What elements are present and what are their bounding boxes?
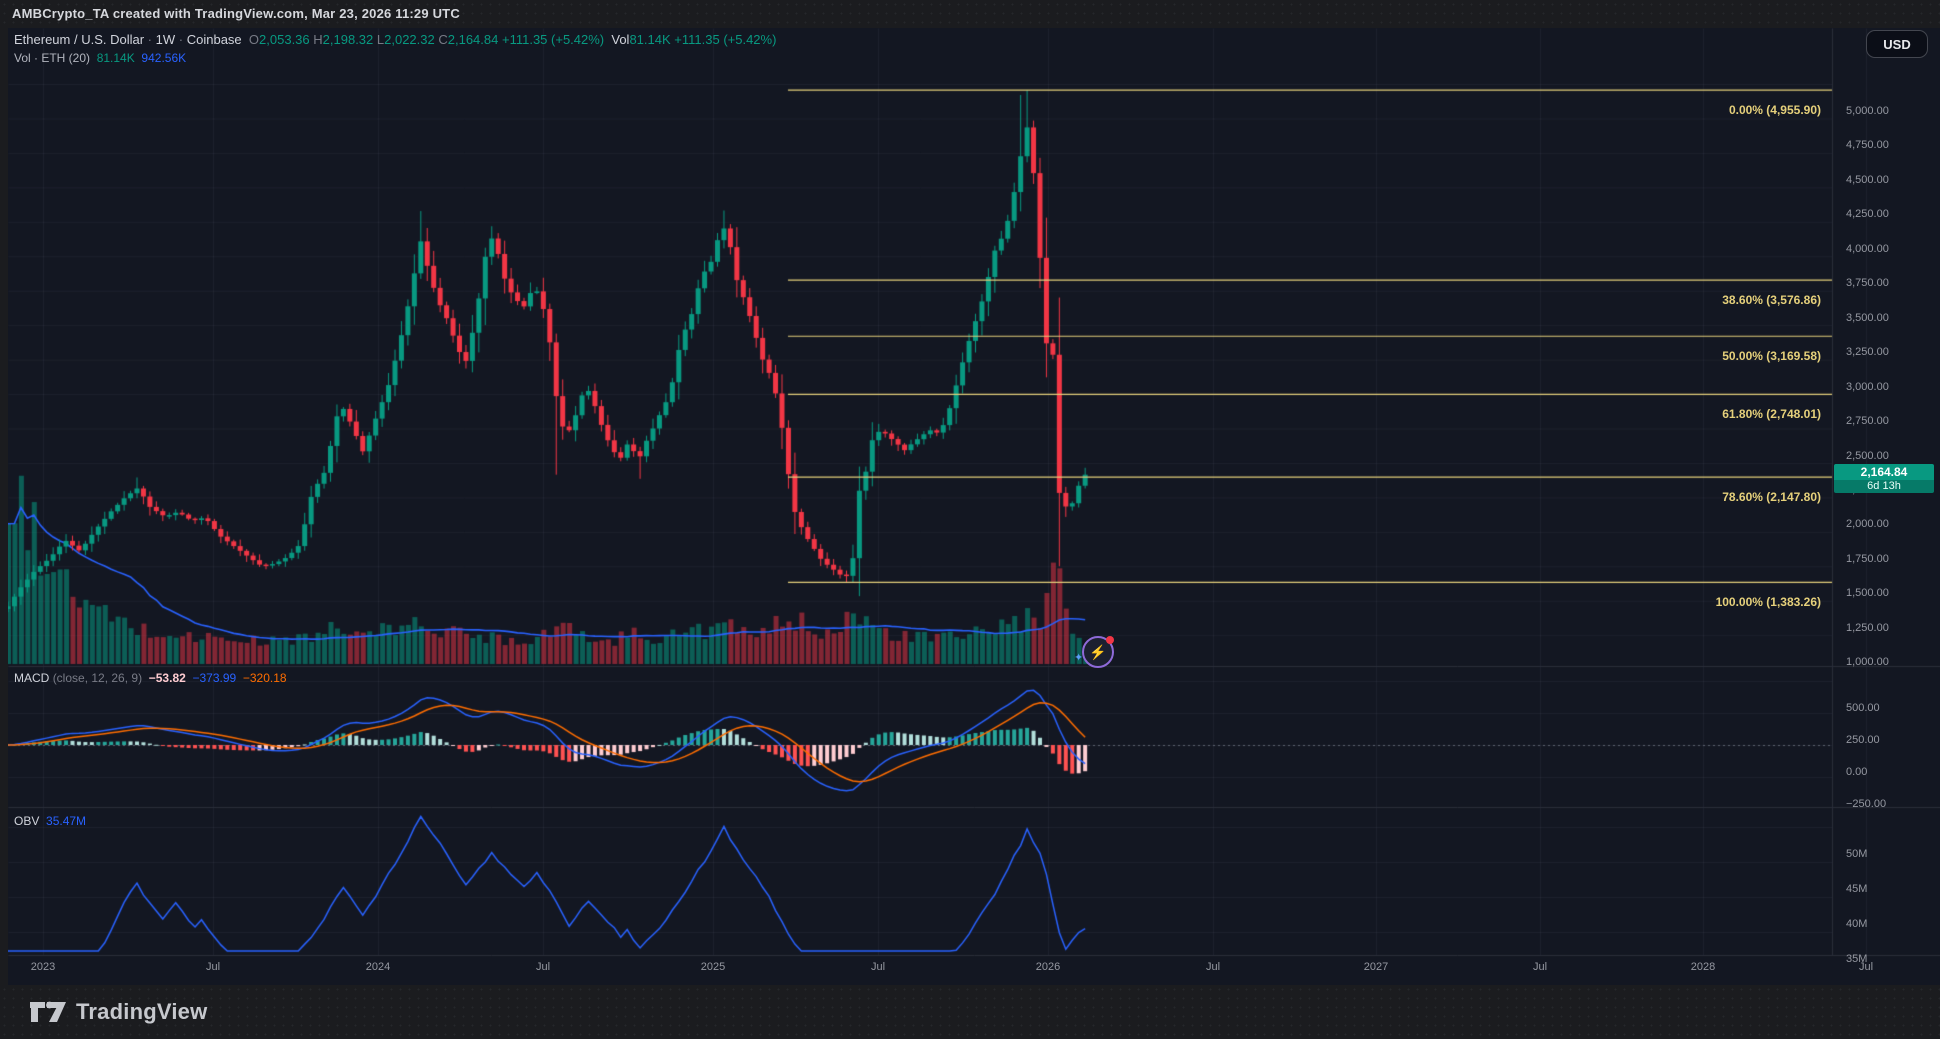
bar-countdown: 6d 13h bbox=[1834, 480, 1934, 493]
interval-label[interactable]: 1W bbox=[155, 32, 176, 47]
currency-usd-button[interactable]: USD bbox=[1866, 30, 1928, 58]
high-letter: H bbox=[313, 32, 323, 47]
obv-legend[interactable]: OBV 35.47M bbox=[14, 814, 86, 828]
open-letter: O bbox=[248, 32, 260, 47]
change-value: +111.35 (+5.42%) bbox=[501, 32, 605, 47]
separator-dot: · bbox=[147, 32, 153, 47]
fib-level-label: 100.00% (1,383.26) bbox=[1715, 595, 1821, 610]
obv-tick: 50M bbox=[1846, 848, 1868, 860]
price-tick: 2,750.00 bbox=[1846, 415, 1889, 428]
symbol-ohlc-row[interactable]: Ethereum / U.S. Dollar · 1W · Coinbase O… bbox=[14, 32, 776, 47]
vol-change-value: +111.35 (+5.42%) bbox=[674, 32, 777, 47]
time-tick: 2023 bbox=[30, 961, 56, 973]
obv-tick: 35M bbox=[1846, 953, 1868, 965]
bottom-bar: TradingView bbox=[0, 985, 1940, 1039]
fib-level-label: 50.00% (3,169.58) bbox=[1722, 349, 1821, 364]
time-tick: Jul bbox=[1858, 961, 1874, 973]
obv-tick: 45M bbox=[1846, 883, 1868, 895]
price-tick: 1,750.00 bbox=[1846, 552, 1889, 565]
close-value: 2,164.84 bbox=[447, 32, 499, 47]
volume-ma-value: 942.56K bbox=[141, 51, 187, 65]
time-tick: Jul bbox=[870, 961, 886, 973]
boost-lightning-icon[interactable]: ⚡ ✦ bbox=[1074, 636, 1114, 668]
notification-dot bbox=[1106, 636, 1114, 644]
fib-level-label: 61.80% (2,748.01) bbox=[1722, 407, 1821, 422]
macd-legend[interactable]: MACD (close, 12, 26, 9) −53.82 −373.99 −… bbox=[14, 671, 287, 685]
macd-line-value: −373.99 bbox=[192, 671, 237, 685]
price-tick: 3,750.00 bbox=[1846, 277, 1889, 290]
vol-letter: Vol bbox=[611, 32, 630, 47]
sparkle-icon: ✦ bbox=[1074, 652, 1084, 664]
chart-canvas[interactable] bbox=[8, 28, 1940, 985]
watermark-text: AMBCrypto_TA created with TradingView.co… bbox=[12, 6, 460, 21]
price-tick: 2,000.00 bbox=[1846, 518, 1889, 531]
time-tick: Jul bbox=[1532, 961, 1548, 973]
macd-signal-value: −320.18 bbox=[242, 671, 287, 685]
price-tick: 4,250.00 bbox=[1846, 208, 1889, 221]
volume-indicator-title[interactable]: Vol · ETH (20) bbox=[14, 51, 91, 65]
price-tick: 3,500.00 bbox=[1846, 311, 1889, 324]
price-tick: 2,500.00 bbox=[1846, 449, 1889, 462]
time-tick: 2026 bbox=[1035, 961, 1061, 973]
fib-level-label: 38.60% (3,576.86) bbox=[1722, 293, 1821, 308]
top-strip: AMBCrypto_TA created with TradingView.co… bbox=[0, 0, 1940, 28]
fib-level-label: 78.60% (2,147.80) bbox=[1722, 490, 1821, 505]
time-tick: Jul bbox=[1205, 961, 1221, 973]
time-tick: 2027 bbox=[1363, 961, 1389, 973]
tradingview-logo[interactable]: TradingView bbox=[30, 999, 207, 1025]
time-tick: Jul bbox=[535, 961, 551, 973]
macd-tick: 250.00 bbox=[1846, 734, 1880, 746]
macd-tick: 0.00 bbox=[1846, 766, 1868, 778]
volume-current-value: 81.14K bbox=[96, 51, 135, 65]
low-value: 2,022.32 bbox=[384, 32, 435, 47]
macd-params: (close, 12, 26, 9) bbox=[52, 671, 143, 685]
chart-surface[interactable] bbox=[8, 28, 1940, 985]
open-value: 2,053.36 bbox=[259, 32, 310, 47]
price-tick: 4,750.00 bbox=[1846, 139, 1889, 152]
tradingview-mark-icon bbox=[30, 1001, 66, 1022]
price-tick: 1,500.00 bbox=[1846, 587, 1889, 600]
current-price-value: 2,164.84 bbox=[1834, 464, 1934, 480]
symbol-name[interactable]: Ethereum / U.S. Dollar bbox=[14, 32, 145, 47]
separator-dot: · bbox=[178, 32, 184, 47]
macd-tick: 500.00 bbox=[1846, 702, 1880, 714]
time-tick: Jul bbox=[205, 961, 221, 973]
price-tick: 4,000.00 bbox=[1846, 242, 1889, 255]
price-tick: 1,000.00 bbox=[1846, 656, 1889, 669]
time-tick: 2024 bbox=[365, 961, 391, 973]
high-value: 2,198.32 bbox=[322, 32, 374, 47]
tradingview-brand-text: TradingView bbox=[76, 999, 208, 1024]
obv-title[interactable]: OBV bbox=[14, 814, 40, 828]
obv-value: 35.47M bbox=[46, 814, 87, 828]
price-tick: 5,000.00 bbox=[1846, 105, 1889, 117]
macd-hist-value: −53.82 bbox=[148, 671, 186, 685]
exchange-label: Coinbase bbox=[186, 32, 242, 47]
price-tick: 3,000.00 bbox=[1846, 380, 1889, 393]
macd-title[interactable]: MACD bbox=[14, 671, 50, 685]
macd-tick: −250.00 bbox=[1846, 798, 1887, 810]
low-letter: L bbox=[376, 32, 385, 47]
price-tick: 1,250.00 bbox=[1846, 621, 1889, 634]
time-tick: 2025 bbox=[700, 961, 726, 973]
volume-indicator-legend[interactable]: Vol · ETH (20) 81.14K 942.56K bbox=[14, 51, 186, 65]
current-price-badge: 2,164.84 6d 13h bbox=[1834, 464, 1934, 493]
obv-tick: 40M bbox=[1846, 918, 1868, 930]
fib-level-label: 0.00% (4,955.90) bbox=[1728, 103, 1821, 118]
close-letter: C bbox=[438, 32, 448, 47]
vol-value: 81.14K bbox=[629, 32, 671, 47]
price-tick: 3,250.00 bbox=[1846, 346, 1889, 359]
price-tick: 4,500.00 bbox=[1846, 173, 1889, 186]
time-tick: 2028 bbox=[1690, 961, 1716, 973]
